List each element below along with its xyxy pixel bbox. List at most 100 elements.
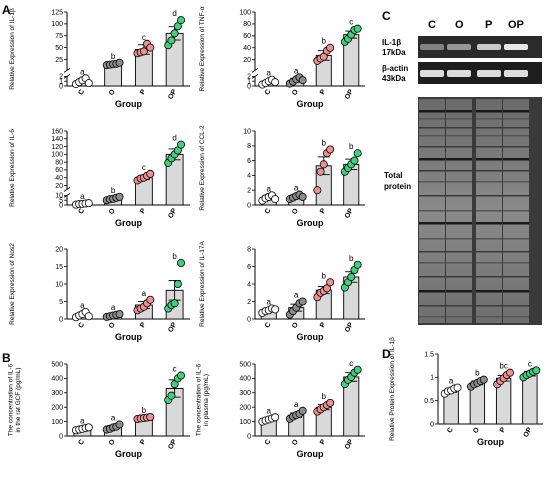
protein-band [446,222,472,225]
data-point [353,260,362,269]
protein-band [446,316,472,318]
axis-break-mask [63,189,71,196]
protein-band [446,276,472,278]
panel-letter-c: C [382,9,391,23]
protein-band [446,262,472,264]
category-label: OP [522,426,533,439]
y-tick-label: 4 [247,173,251,180]
data-point [146,295,155,304]
significance-letter: a [294,184,299,193]
significance-letter: a [294,66,299,75]
y-tick-label: 8 [247,143,251,150]
y-tick-label: 0 [247,202,251,209]
significance-letter: a [267,298,272,307]
lane-label-o: O [455,19,464,31]
y-tick-label: 400 [239,376,251,383]
wb-row-name-actin: β-actin [382,64,408,73]
band-il1b [477,44,501,50]
data-point [298,192,307,201]
category-label: C [78,322,87,330]
axis-break-mask [251,70,259,77]
data-point [506,368,515,377]
protein-band [419,262,445,264]
category-label: P [139,321,148,329]
y-tick-label: 200 [239,405,251,412]
category-label: O [291,438,300,447]
data-point [84,79,93,88]
protein-band [476,170,502,172]
y-tick-label: 2 [247,299,251,306]
significance-letter: d [172,9,176,18]
protein-band [419,135,445,137]
category-label: OP [344,88,355,101]
protein-band [419,305,445,307]
y-tick-label: 1 [430,375,434,382]
y-tick-label: 2 [247,74,251,81]
protein-band [503,210,529,212]
y-tick-label: 10 [55,193,63,200]
significance-letter: bc [499,362,507,371]
y-axis-label: The concentration of IL-6in the rat GCF … [8,363,23,436]
category-label: O [472,426,481,435]
y-axis-label: Relative Expression of CCL-2 [199,125,206,211]
significance-letter: b [111,52,116,61]
protein-band [476,238,502,240]
y-tick-label: 200 [51,405,63,412]
y-tick-label: 2 [59,74,63,81]
protein-band [446,135,472,137]
category-label: OP [344,321,355,334]
y-axis-label: Relative Expression of IL-6 [9,129,16,207]
protein-band [476,158,502,161]
protein-band [476,251,502,253]
protein-band [476,222,502,225]
y-axis-label: Relative Expression of IL-1β [9,8,16,90]
y-tick-label: 10 [243,128,251,135]
y-tick-label: 100 [239,9,251,16]
y-tick-label: 80 [55,159,63,166]
category-label: OP [167,88,178,101]
data-point [177,258,186,267]
significance-letter: a [80,192,85,201]
data-point [326,43,335,52]
y-tick-label: 5 [59,299,63,306]
category-label: O [108,438,117,447]
group-label: Group [297,218,324,228]
y-tick-label: 100 [239,419,251,426]
y-tick-label: 0 [247,433,251,440]
category-label: O [291,321,300,330]
y-tick-label: 40 [55,175,63,182]
protein-band [503,110,529,113]
significance-letter: b [475,369,480,378]
y-tick-label: 0 [247,316,251,323]
category-label: P [139,88,148,96]
protein-band [476,195,502,197]
category-label: OP [344,207,355,220]
category-label: C [264,439,273,447]
y-tick-label: 40 [243,45,251,52]
total-protein-label-2: protein [384,182,411,191]
protein-band [419,251,445,253]
band-actin [477,70,501,77]
y-tick-label: 140 [51,136,63,143]
chart-wb-quant: 0 0.5 1 1.5 Relative Protein Expression of I… [389,337,543,447]
y-tick-label: 120 [51,144,63,151]
category-label: OP [167,321,178,334]
y-tick-label: 0 [247,83,251,90]
category-label: C [78,208,87,216]
protein-band [476,276,502,278]
y-tick-label: 300 [239,390,251,397]
protein-band [503,251,529,253]
protein-band [446,210,472,212]
band-actin [447,70,471,77]
category-label: P [319,438,328,446]
significance-letter: a [111,303,116,312]
y-tick-label: 8 [247,246,251,253]
protein-band [503,146,529,148]
data-point [84,423,93,432]
significance-letter: c [528,359,532,368]
y-tick-label: 20 [243,57,251,64]
protein-band [503,305,529,307]
group-label: Group [297,332,324,342]
band-actin [504,70,528,77]
